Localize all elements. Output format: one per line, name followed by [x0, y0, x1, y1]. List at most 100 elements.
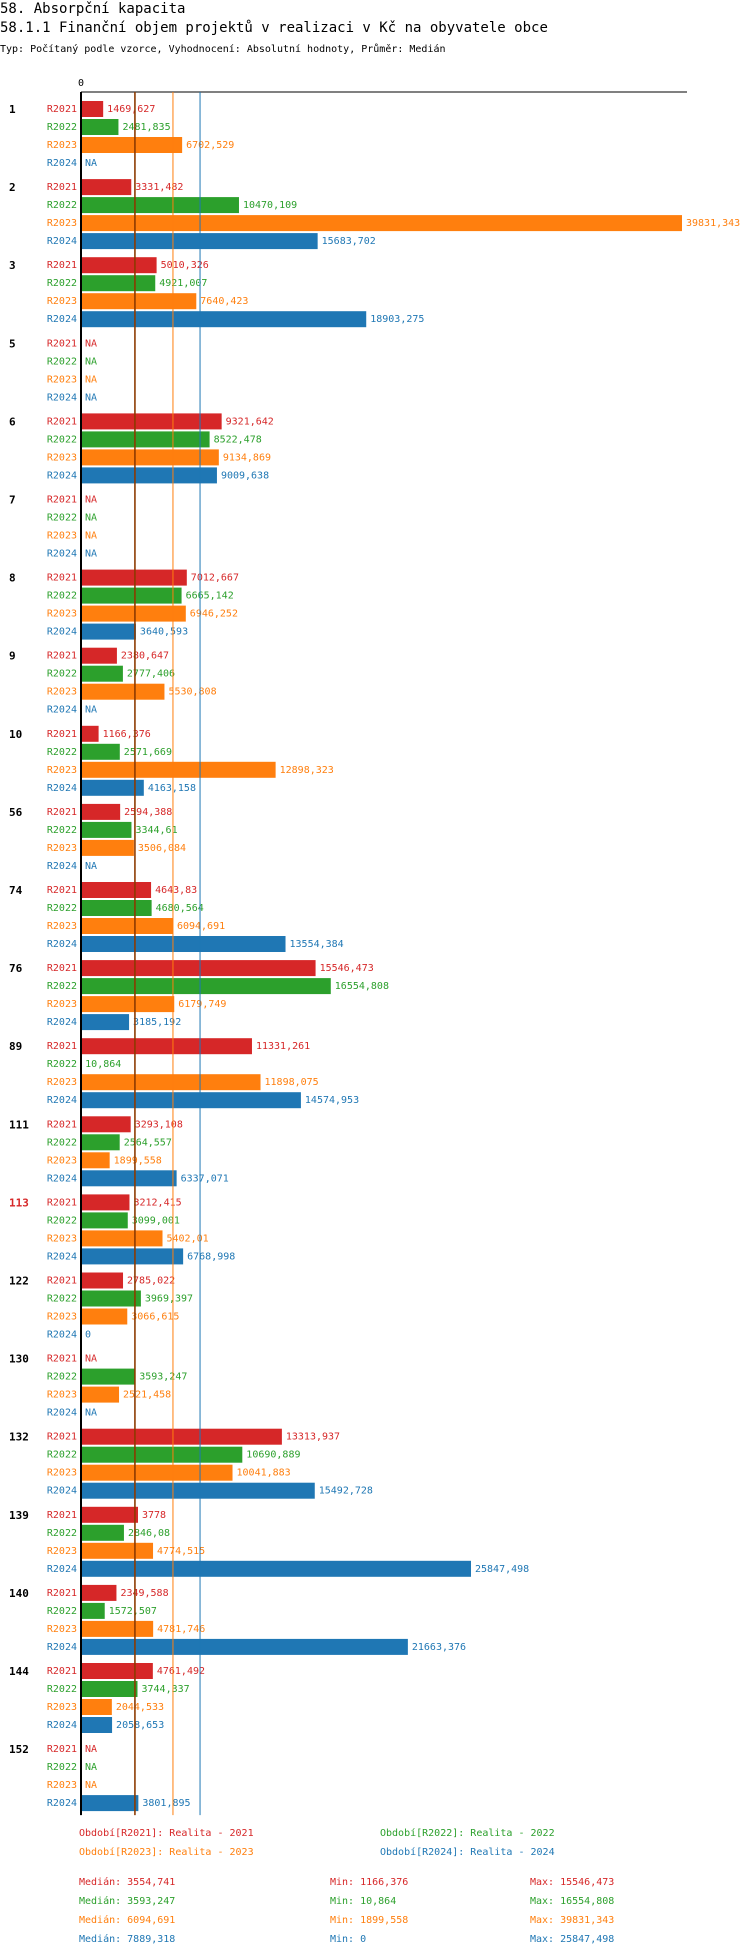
data-label-9-R2024: NA — [85, 705, 97, 716]
bar-76-R2023 — [81, 996, 175, 1013]
stat-min-R2022: Min: 10,864 — [330, 1896, 396, 1907]
series-label-R2022: R2022 — [47, 122, 77, 133]
series-label-R2022: R2022 — [47, 1215, 77, 1226]
data-label-152-R2023: NA — [85, 1780, 97, 1791]
series-label-R2022: R2022 — [47, 903, 77, 914]
series-label-R2022: R2022 — [47, 981, 77, 992]
bar-144-R2024 — [81, 1717, 113, 1733]
series-label-R2021: R2021 — [47, 1432, 77, 1443]
series-label-R2024: R2024 — [47, 236, 77, 247]
stat-median-R2022: Medián: 3593,247 — [79, 1895, 175, 1907]
bar-140-R2022 — [81, 1602, 105, 1619]
data-label-3-R2023: 7640,423 — [200, 296, 248, 307]
data-label-8-R2024: 3640,593 — [140, 627, 188, 638]
series-label-R2023: R2023 — [47, 1312, 77, 1323]
data-label-152-R2021: NA — [85, 1744, 97, 1755]
bar-6-R2023 — [81, 449, 219, 466]
series-label-R2021: R2021 — [47, 573, 77, 584]
series-label-R2023: R2023 — [47, 531, 77, 542]
bar-56-R2023 — [81, 839, 134, 856]
section-title: 58. Absorpční kapacita — [0, 1, 186, 17]
bar-6-R2024 — [81, 467, 217, 484]
series-label-R2022: R2022 — [47, 1372, 77, 1383]
bar-122-R2023 — [81, 1308, 128, 1325]
bar-3-R2023 — [81, 293, 197, 310]
series-label-R2023: R2023 — [47, 999, 77, 1010]
bar-144-R2022 — [81, 1681, 138, 1697]
series-label-R2022: R2022 — [47, 747, 77, 758]
series-label-R2022: R2022 — [47, 669, 77, 680]
series-label-R2021: R2021 — [47, 338, 77, 349]
group-label-130: 130 — [9, 1353, 29, 1366]
bar-8-R2022 — [81, 587, 182, 604]
series-label-R2022: R2022 — [47, 200, 77, 211]
bar-10-R2024 — [81, 779, 144, 796]
series-label-R2024: R2024 — [47, 1408, 77, 1419]
bar-132-R2024 — [81, 1482, 315, 1499]
data-label-152-R2022: NA — [85, 1762, 97, 1773]
series-label-R2024: R2024 — [47, 549, 77, 560]
data-label-5-R2021: NA — [85, 338, 97, 349]
bar-3-R2024 — [81, 311, 367, 328]
series-label-R2024: R2024 — [47, 1173, 77, 1184]
data-label-132-R2021: 13313,937 — [286, 1432, 340, 1443]
bar-140-R2024 — [81, 1638, 408, 1655]
bar-140-R2023 — [81, 1620, 154, 1637]
bar-89-R2023 — [81, 1074, 261, 1091]
stat-median-R2024: Medián: 7889,318 — [79, 1933, 175, 1945]
series-label-R2022: R2022 — [47, 1528, 77, 1539]
bar-76-R2024 — [81, 1014, 130, 1031]
series-label-R2024: R2024 — [47, 1330, 77, 1341]
series-label-R2023: R2023 — [47, 1233, 77, 1244]
series-label-R2021: R2021 — [47, 1197, 77, 1208]
data-label-113-R2021: 3212,415 — [133, 1197, 181, 1208]
series-label-R2023: R2023 — [47, 687, 77, 698]
data-label-10-R2021: 1166,376 — [103, 729, 151, 740]
group-label-139: 139 — [9, 1509, 29, 1522]
series-label-R2022: R2022 — [47, 825, 77, 836]
data-label-2-R2024: 15683,702 — [322, 236, 376, 247]
group-label-132: 132 — [9, 1431, 29, 1444]
series-label-R2021: R2021 — [47, 651, 77, 662]
series-label-R2021: R2021 — [47, 807, 77, 818]
bar-130-R2022 — [81, 1368, 136, 1385]
series-label-R2023: R2023 — [47, 296, 77, 307]
legend-item-R2022: Období[R2022]: Realita - 2022 — [380, 1827, 555, 1839]
group-label-152: 152 — [9, 1743, 29, 1756]
data-label-144-R2024: 2058,653 — [116, 1720, 164, 1731]
bar-113-R2023 — [81, 1230, 163, 1247]
series-label-R2021: R2021 — [47, 1119, 77, 1130]
bar-111-R2022 — [81, 1134, 120, 1151]
bar-76-R2021 — [81, 960, 316, 977]
series-label-R2024: R2024 — [47, 1486, 77, 1497]
data-label-2-R2021: 3331,482 — [135, 182, 183, 193]
stat-median-R2021: Medián: 3554,741 — [79, 1876, 175, 1888]
series-label-R2023: R2023 — [47, 1546, 77, 1557]
data-label-1-R2022: 2481,835 — [122, 122, 170, 133]
data-label-2-R2022: 10470,109 — [243, 200, 297, 211]
series-label-R2021: R2021 — [47, 182, 77, 193]
bar-139-R2022 — [81, 1524, 124, 1541]
bar-113-R2021 — [81, 1194, 130, 1211]
bar-111-R2023 — [81, 1152, 110, 1169]
bar-74-R2022 — [81, 900, 152, 916]
bar-113-R2024 — [81, 1248, 184, 1265]
stat-min-R2021: Min: 1166,376 — [330, 1877, 408, 1888]
data-label-7-R2024: NA — [85, 549, 97, 560]
bar-3-R2022 — [81, 275, 156, 292]
stat-min-R2024: Min: 0 — [330, 1934, 366, 1945]
series-label-R2021: R2021 — [47, 1510, 77, 1521]
data-label-132-R2023: 10041,883 — [237, 1468, 291, 1479]
group-label-89: 89 — [9, 1040, 22, 1053]
stat-max-R2023: Max: 39831,343 — [530, 1915, 614, 1926]
data-label-89-R2023: 11898,075 — [265, 1077, 319, 1088]
series-label-R2023: R2023 — [47, 1390, 77, 1401]
data-label-130-R2023: 2521,458 — [123, 1390, 171, 1401]
group-label-76: 76 — [9, 962, 23, 975]
bar-1-R2023 — [81, 137, 183, 153]
stat-max-R2021: Max: 15546,473 — [530, 1877, 614, 1888]
series-label-R2022: R2022 — [47, 1606, 77, 1617]
data-label-130-R2024: NA — [85, 1408, 97, 1419]
series-label-R2021: R2021 — [47, 1354, 77, 1365]
data-label-111-R2021: 3293,108 — [135, 1119, 183, 1130]
